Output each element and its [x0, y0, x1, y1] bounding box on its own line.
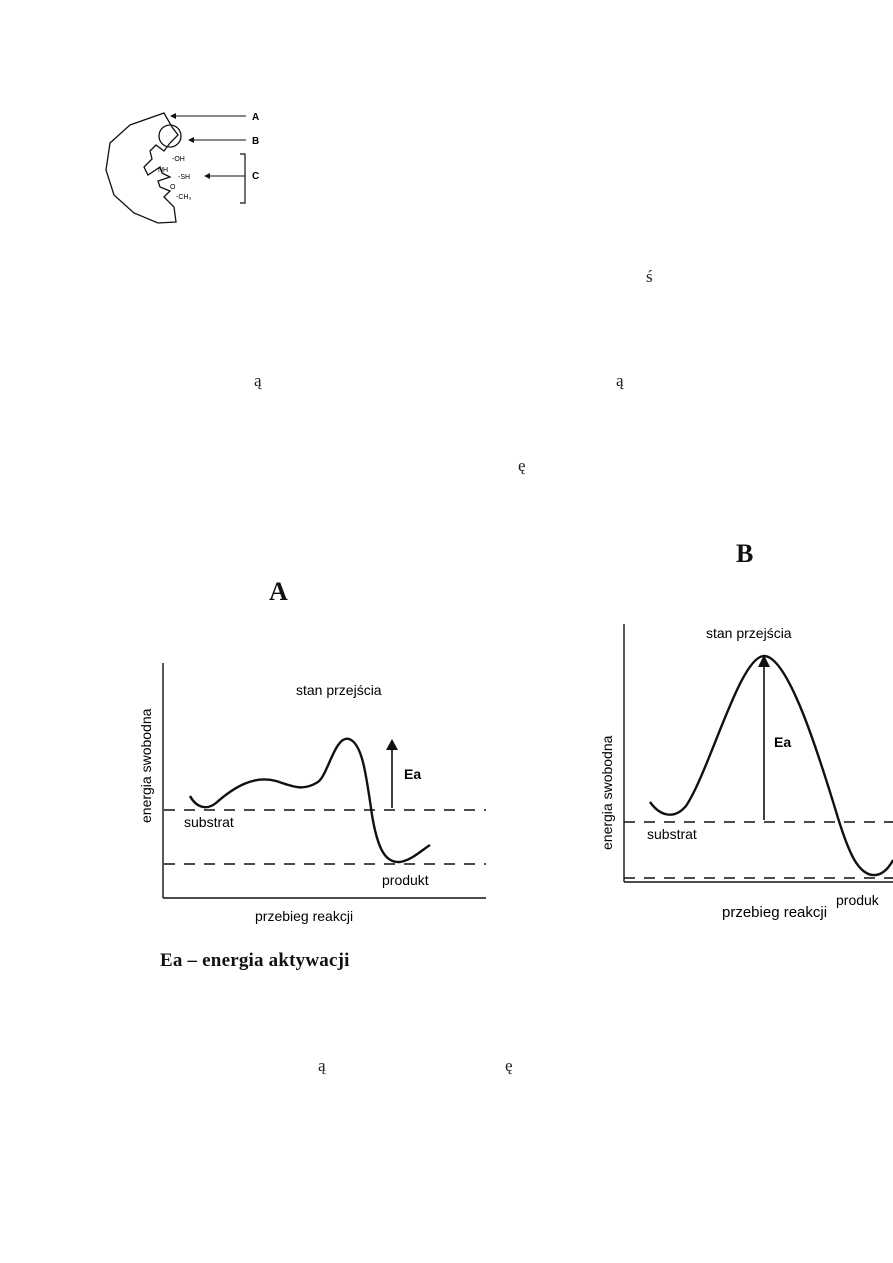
bracket-c — [240, 153, 246, 204]
panel-b-letter: B — [736, 539, 754, 568]
energy-curve — [188, 737, 431, 864]
label-c: C — [252, 171, 259, 182]
y-axis-label: energia swobodna — [138, 708, 154, 823]
label-b: B — [252, 136, 259, 147]
transition-state-label: stan przejścia — [296, 682, 382, 698]
label-a: A — [252, 112, 259, 123]
transition-state-label: stan przejścia — [706, 625, 792, 641]
substrate-label: substrat — [647, 826, 697, 842]
glyph-e-ogonek: ę — [505, 1056, 513, 1075]
glyph-e-ogonek: ę — [518, 456, 526, 475]
group-nh: NH — [158, 167, 168, 174]
group-ch3: -CH₃ — [176, 194, 191, 201]
ea-label: Ea — [404, 766, 421, 782]
activation-energy-caption: Ea – energia aktywacji — [160, 950, 350, 971]
product-label: produk — [836, 892, 880, 908]
x-axis-label: przebieg reakcji — [722, 904, 827, 921]
x-axis-label: przebieg reakcji — [255, 908, 353, 924]
y-axis-label: energia swobodna — [599, 735, 615, 850]
energy-diagram-a: energia swobodna przebieg reakcji stan p… — [138, 663, 486, 924]
glyph-a-ogonek: ą — [254, 371, 262, 390]
group-sh: -SH — [178, 174, 190, 181]
enzyme-outline — [105, 112, 179, 224]
panel-a-letter: A — [269, 577, 288, 606]
product-label: produkt — [382, 872, 429, 888]
ea-label: Ea — [774, 734, 791, 750]
group-oh: -OH — [172, 156, 185, 163]
group-o: O — [170, 184, 176, 191]
glyph-a-ogonek: ą — [616, 371, 624, 390]
energy-diagram-b: energia swobodna przebieg reakcji stan p… — [599, 624, 893, 921]
glyph-a-ogonek: ą — [318, 1056, 326, 1075]
glyph-s-acute: ś — [646, 267, 653, 286]
ea-arrowhead — [386, 739, 398, 750]
substrate-circle — [158, 124, 182, 148]
energy-curve — [649, 654, 893, 877]
ea-arrowhead — [758, 655, 770, 667]
substrate-label: substrat — [184, 814, 234, 830]
enzyme-active-site-diagram: A B C -OH NH -SH O -CH₃ — [105, 112, 259, 224]
